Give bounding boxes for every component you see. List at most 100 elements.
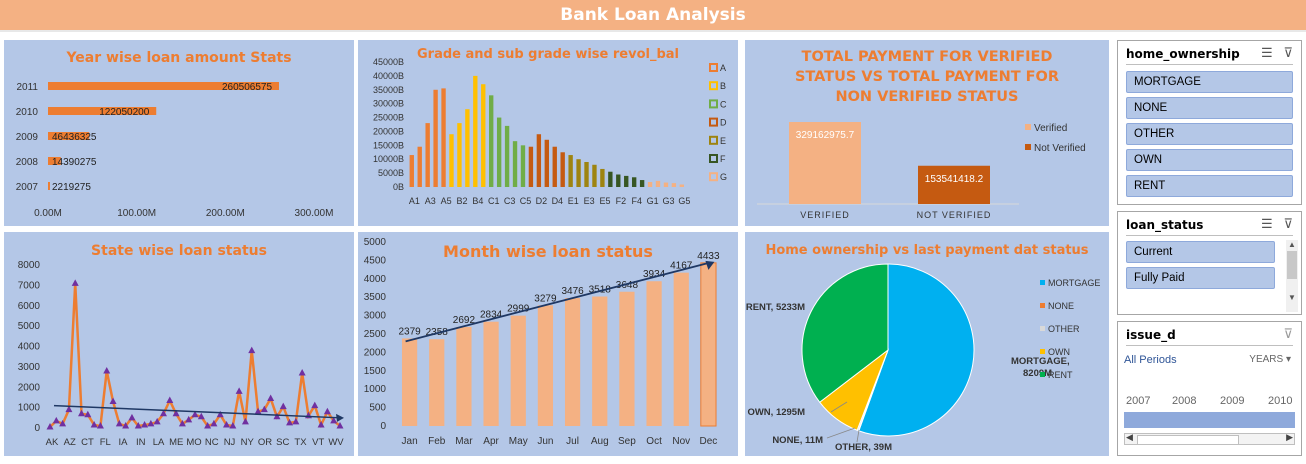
- grade-x-tick: F4: [631, 196, 642, 206]
- slicer-scrollbar[interactable]: ▲ ▼: [1286, 240, 1298, 312]
- grade-legend-label: C: [720, 99, 727, 109]
- state-loan-title: State wise loan status: [91, 243, 267, 259]
- state-x-tick: NJ: [224, 437, 236, 448]
- timeline-unit-dropdown[interactable]: YEARS ▾: [1249, 354, 1291, 365]
- slicer-item-fully-paid[interactable]: Fully Paid: [1126, 267, 1275, 289]
- scroll-up-icon[interactable]: ▲: [1288, 240, 1296, 249]
- grade-legend-swatch: [709, 135, 718, 145]
- verified-title-line-1: TOTAL PAYMENT FOR VERIFIED: [801, 49, 1053, 65]
- timeline-bar[interactable]: [1124, 412, 1295, 428]
- grade-bar: [663, 182, 669, 187]
- verified-payment-chart: 329162975.7 VERIFIED Verified 153541418.2 NO…: [757, 122, 1086, 220]
- month-y-tick: 3500: [364, 292, 387, 303]
- state-point: [260, 405, 268, 413]
- state-x-tick: VT: [312, 437, 324, 448]
- month-y-tick: 4000: [364, 274, 387, 285]
- year-x-tick: 100.00M: [117, 208, 156, 219]
- slicer-item-current[interactable]: Current: [1126, 241, 1275, 263]
- grade-revol-panel: Grade and sub grade wise revol_bal 0B 500…: [358, 40, 738, 226]
- state-point: [166, 396, 174, 403]
- state-point: [46, 422, 54, 430]
- grade-bar: [600, 168, 605, 187]
- year-tick-label: 2008: [16, 157, 39, 168]
- state-point: [229, 421, 237, 429]
- grade-bar: [647, 182, 653, 187]
- month-bar-value: 3648: [616, 280, 639, 291]
- month-x-tick: Aug: [591, 436, 609, 447]
- year-bar-value: 260506575: [222, 82, 272, 93]
- clear-filter-icon[interactable]: ⊽: [1283, 216, 1293, 231]
- grade-bar: [552, 146, 557, 187]
- month-bar-value: 2692: [453, 315, 476, 326]
- scroll-thumb[interactable]: [1287, 251, 1297, 279]
- month-x-tick: Jul: [566, 436, 579, 447]
- state-point: [216, 410, 224, 418]
- state-point: [210, 419, 218, 427]
- state-point: [223, 420, 231, 428]
- clear-filter-icon[interactable]: ⊽: [1283, 326, 1293, 341]
- state-point: [273, 412, 281, 420]
- slicer-item-other[interactable]: OTHER: [1126, 123, 1293, 145]
- timeline-scroll-thumb[interactable]: [1137, 435, 1239, 445]
- clear-filter-icon[interactable]: ⊽: [1283, 45, 1293, 60]
- slicer-item-mortgage[interactable]: MORTGAGE: [1126, 71, 1293, 93]
- scroll-down-icon[interactable]: ▼: [1288, 293, 1296, 302]
- timeline-scrollbar[interactable]: ◀ ▶: [1124, 432, 1295, 445]
- scroll-right-icon[interactable]: ▶: [1286, 432, 1293, 442]
- pie-data-label: NONE, 11M: [772, 435, 823, 446]
- state-x-tick: FL: [100, 437, 111, 448]
- timeline-year-2008[interactable]: 2008: [1172, 395, 1197, 407]
- slicer-item-none[interactable]: NONE: [1126, 97, 1293, 119]
- grade-legend-swatch: [709, 117, 718, 127]
- verified-bar: [789, 122, 861, 204]
- grade-bar: [608, 171, 613, 187]
- state-point: [115, 419, 123, 427]
- state-point: [172, 409, 180, 417]
- grade-bar: [417, 146, 422, 187]
- loan-status-slicer: loan_status ☰ ⊽ Current Fully Paid ▲ ▼: [1117, 211, 1302, 315]
- timeline-year-2009[interactable]: 2009: [1220, 395, 1245, 407]
- state-point: [178, 419, 186, 427]
- state-point: [204, 421, 212, 429]
- state-point: [141, 420, 149, 428]
- month-x-tick: Jan: [402, 436, 418, 447]
- pie-slice: [801, 263, 889, 403]
- home-ownership-slicer-title: home_ownership: [1126, 47, 1240, 61]
- grade-x-tick: D2: [536, 196, 548, 206]
- multi-select-icon[interactable]: ☰: [1260, 45, 1273, 60]
- year-bar: [48, 82, 279, 90]
- slicer-item-own[interactable]: OWN: [1126, 149, 1293, 171]
- state-y-tick: 5000: [18, 321, 41, 332]
- grade-bar: [409, 155, 414, 187]
- grade-legend-label: A: [720, 63, 726, 73]
- timeline-year-2010[interactable]: 2010: [1268, 395, 1293, 407]
- grade-bar: [671, 183, 677, 187]
- grade-y-tick: 25000B: [373, 113, 404, 123]
- grade-x-tick: D4: [552, 196, 564, 206]
- grade-x-tick: A1: [409, 196, 420, 206]
- state-point: [78, 409, 86, 417]
- month-bar: [700, 262, 717, 427]
- multi-select-icon[interactable]: ☰: [1260, 216, 1273, 231]
- month-bar: [646, 281, 662, 426]
- scroll-left-icon[interactable]: ◀: [1126, 432, 1133, 442]
- state-point: [122, 421, 130, 429]
- verified-x-tick: VERIFIED: [800, 210, 850, 220]
- slicer-item-rent[interactable]: RENT: [1126, 175, 1293, 197]
- timeline-unit-label: YEARS: [1249, 354, 1284, 365]
- month-trend-arrow: [705, 260, 715, 270]
- grade-bar: [624, 175, 629, 187]
- verified-x-tick: NOT VERIFIED: [917, 210, 992, 220]
- month-x-tick: Sep: [618, 436, 636, 447]
- month-y-tick: 3000: [364, 311, 387, 322]
- grade-x-tick: C3: [504, 196, 516, 206]
- state-line: [49, 283, 341, 429]
- state-point: [71, 279, 79, 286]
- month-y-tick: 2000: [364, 347, 387, 358]
- grade-x-tick: E3: [584, 196, 595, 206]
- timeline-year-2007[interactable]: 2007: [1126, 395, 1151, 407]
- grade-y-tick: 40000B: [373, 71, 404, 81]
- month-x-tick: Feb: [428, 436, 446, 447]
- month-y-tick: 1000: [364, 384, 387, 395]
- pie-data-label: OTHER, 39M: [835, 442, 892, 453]
